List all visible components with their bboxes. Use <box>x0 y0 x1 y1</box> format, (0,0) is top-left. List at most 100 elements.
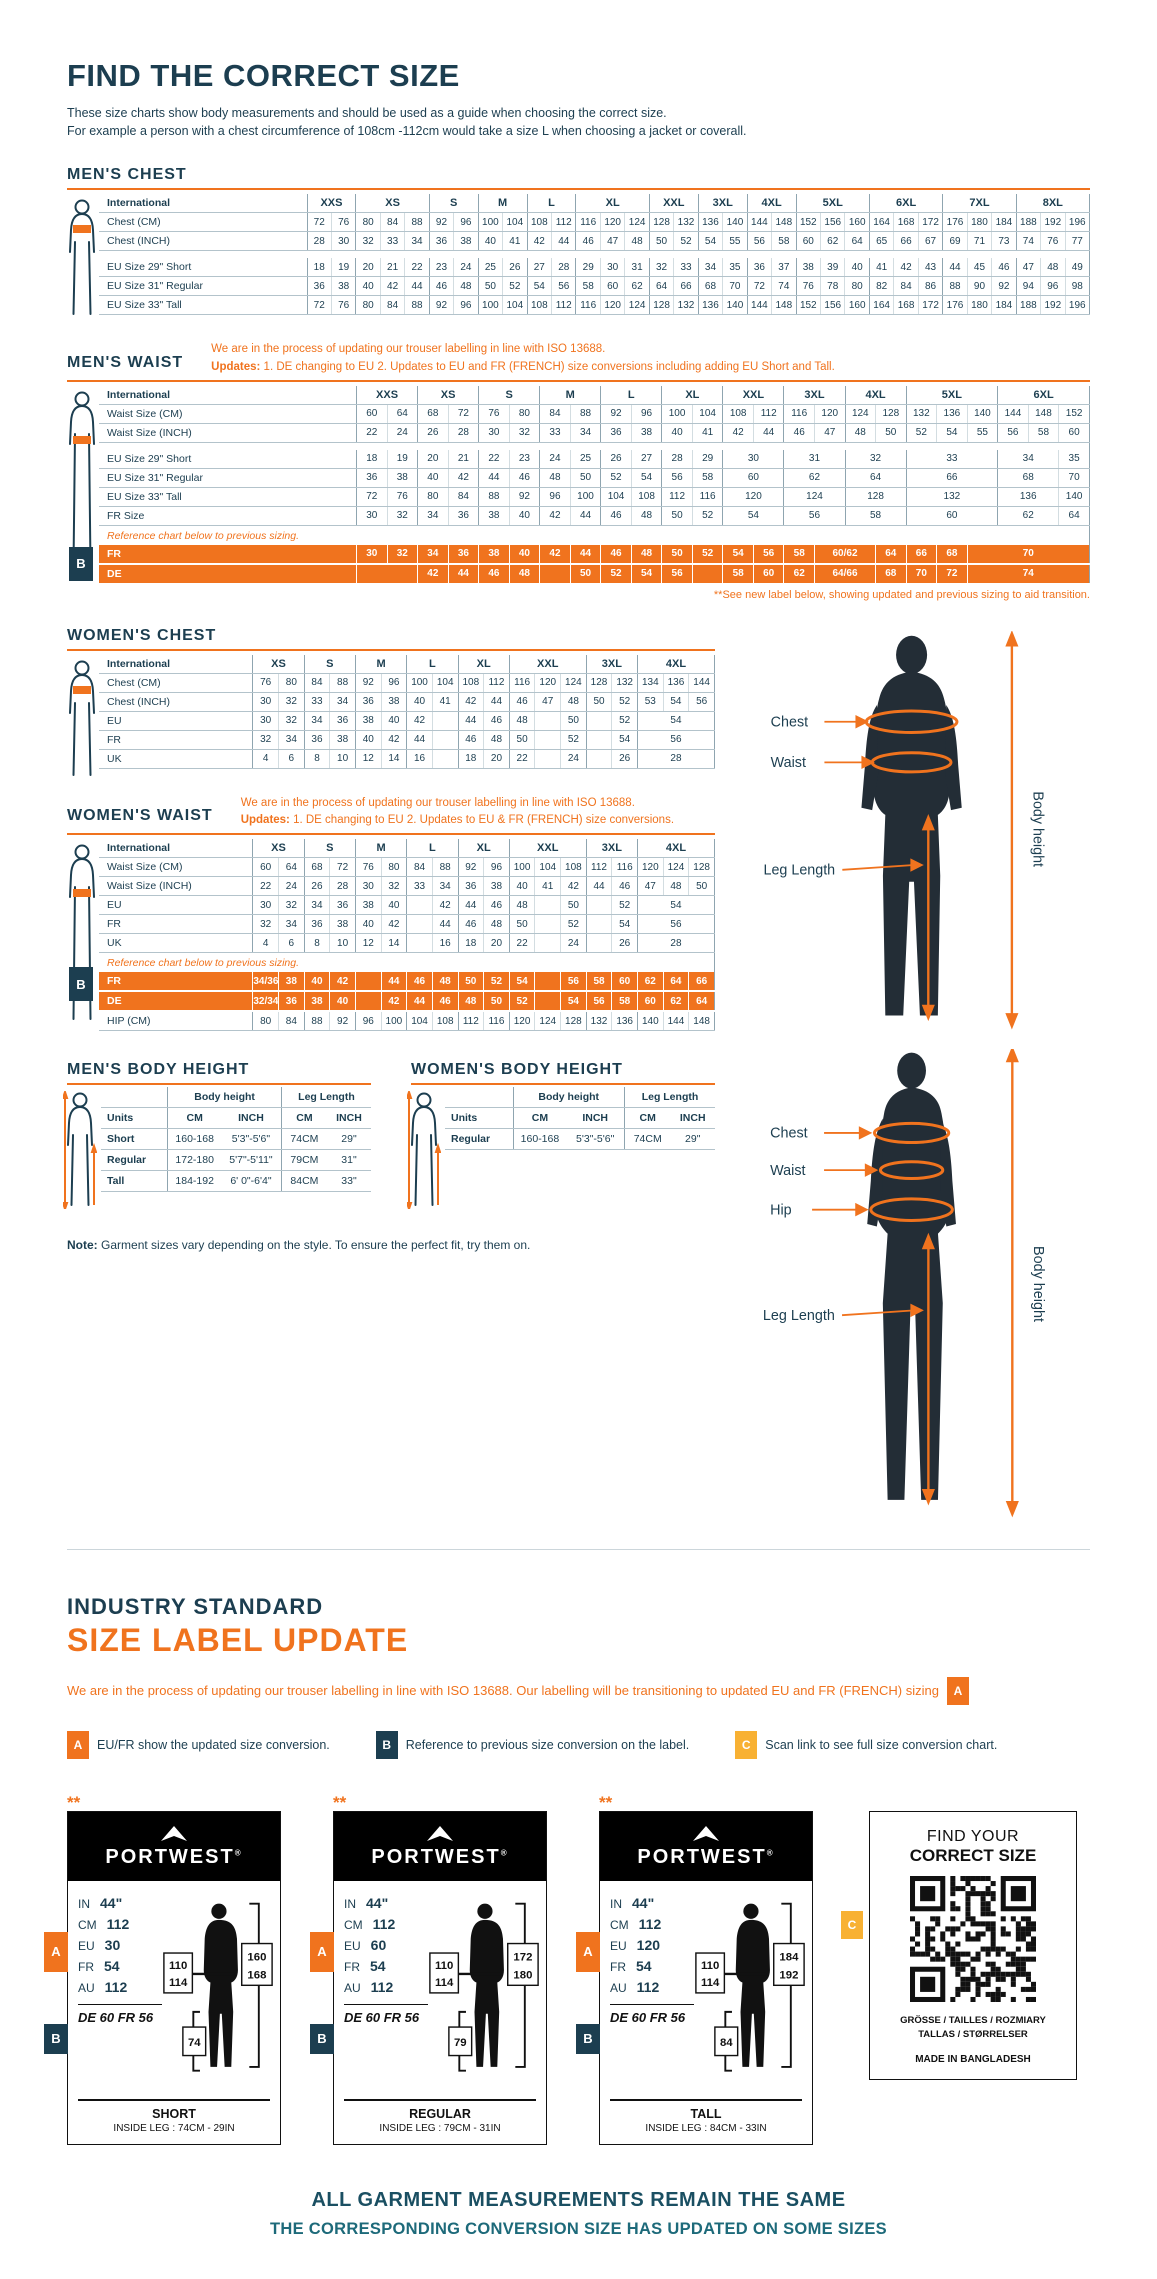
size-cell: 132 <box>673 212 699 233</box>
size-cell: 36 <box>447 544 479 565</box>
table-row: Regular 160-168 5'3"-5'6" 74CM 29" <box>445 1128 715 1151</box>
size-group-header: 5XL <box>905 385 998 405</box>
label-figure: 110 114 160 168 74 <box>163 1902 273 2072</box>
size-cell: 35 <box>1058 449 1090 469</box>
size-cell: 88 <box>478 487 510 507</box>
stars-marker: ** <box>599 1792 613 1812</box>
size-cell: 18 <box>457 933 484 954</box>
size-cell: 72 <box>936 563 968 585</box>
size-cell <box>585 933 612 954</box>
size-cell: 46 <box>600 544 632 565</box>
size-cell: 5'7"-5'11" <box>221 1149 282 1172</box>
size-cell: 45 <box>966 258 992 278</box>
size-cell: 60 <box>356 404 388 424</box>
size-cell: 28 <box>551 258 576 278</box>
row-label: HIP (CM) <box>99 1011 253 1032</box>
size-cell <box>534 895 561 916</box>
size-cell <box>585 711 612 731</box>
size-cell: 52 <box>508 991 535 1013</box>
size-cell: 128 <box>560 1011 587 1032</box>
size-cell: 50 <box>585 692 612 712</box>
size-cell: 160-168 <box>167 1128 222 1151</box>
size-cell: 50 <box>688 876 715 897</box>
table-row: Chest (CM) 76 80 84 88 92 96 100 104 108 112 116 120… <box>99 673 715 693</box>
label-size-row: EU 120 <box>610 1937 661 1954</box>
size-cell: 37 <box>771 258 797 278</box>
size-cell: 20 <box>483 933 510 954</box>
size-cell: 64 <box>844 468 907 488</box>
size-cell: 29 <box>691 449 723 469</box>
table-row: EU Size 33" Tall 72 76 80 84 88 92 96 100 104 108 1… <box>99 487 1090 507</box>
size-cell: 52 <box>600 468 632 488</box>
size-cell: 74CM <box>280 1128 327 1151</box>
male-waist-icon <box>65 390 99 575</box>
size-group-header: 4XL <box>746 194 797 214</box>
table-header-row: International XS S M L XL XXL 3XL 4XL <box>99 654 715 674</box>
size-cell: 25 <box>477 258 503 278</box>
svg-text:110: 110 <box>435 1960 453 1972</box>
legend-item-b: B Reference to previous size conversion … <box>375 1730 689 1759</box>
size-cell <box>691 563 723 585</box>
size-cell: 20 <box>417 449 449 469</box>
size-cell <box>354 972 382 993</box>
size-cell: 116 <box>483 1011 510 1032</box>
size-group-header: L <box>526 194 576 214</box>
size-cell <box>431 711 458 731</box>
units-row: Units CM INCH CM INCH <box>101 1107 371 1130</box>
size-cell: 38 <box>354 895 382 916</box>
size-cell: 72 <box>329 857 356 878</box>
size-cell: 66 <box>905 468 998 488</box>
size-cell: 54 <box>722 506 784 526</box>
size-cell: 48 <box>1040 258 1066 278</box>
size-cell: 108 <box>560 857 587 878</box>
size-cell: 38 <box>380 692 407 712</box>
size-cell: 6 <box>278 749 305 769</box>
label-size-row: AU 112 <box>78 1979 128 1996</box>
size-group-header: 3XL <box>585 839 638 859</box>
size-cell: 48 <box>457 991 484 1013</box>
size-cell: 76 <box>478 404 510 424</box>
size-label-update-section: INDUSTRY STANDARD SIZE LABEL UPDATE We a… <box>44 1548 1090 2239</box>
size-cell: 88 <box>329 673 356 693</box>
size-cell: 168 <box>893 212 919 233</box>
size-cell: 22 <box>252 876 279 897</box>
size-cell: 50 <box>560 711 587 731</box>
size-cell: 52 <box>673 231 699 252</box>
size-cell: 38 <box>795 258 821 278</box>
size-cell: 29" <box>326 1128 371 1151</box>
svg-text:160: 160 <box>247 1951 266 1963</box>
previous-sizing: DE 60 FR 56 <box>78 2003 162 2025</box>
size-cell: 36 <box>600 423 632 443</box>
section-title: MEN'S BODY HEIGHT <box>67 1061 250 1079</box>
size-cell: 90 <box>966 276 992 297</box>
size-cell: 40 <box>844 258 870 278</box>
svg-text:168: 168 <box>247 1969 266 1981</box>
size-cell: 156 <box>820 212 845 233</box>
size-cell <box>534 991 561 1013</box>
size-cell: 56 <box>688 692 715 712</box>
brand-name: PORTWEST® <box>105 1845 243 1868</box>
size-cell: 44 <box>457 711 484 731</box>
waist-label: Waist <box>770 755 805 771</box>
size-cell: 96 <box>453 212 479 233</box>
size-cell: 128 <box>844 487 907 507</box>
size-cell: 52 <box>905 423 937 443</box>
size-cell <box>585 914 612 935</box>
size-cell: 96 <box>354 1011 382 1032</box>
size-cell: 41 <box>691 423 723 443</box>
size-cell: 56 <box>636 914 715 935</box>
size-cell: 32 <box>252 914 279 935</box>
size-cell: 180 <box>966 295 992 316</box>
male-height-icon <box>61 1089 98 1214</box>
size-group-header: S <box>478 385 540 405</box>
size-cell: 42 <box>539 506 571 526</box>
page-title: FIND THE CORRECT SIZE <box>67 58 460 93</box>
size-cell: 44 <box>457 895 484 916</box>
size-cell: 62 <box>783 563 815 585</box>
size-cell: 53 <box>636 692 664 712</box>
size-cell: 148 <box>1027 404 1059 424</box>
label-size-row: FR 54 <box>78 1958 120 1975</box>
size-cell: 38 <box>478 506 510 526</box>
size-cell: 18 <box>306 258 332 278</box>
row-label: FR <box>99 730 253 750</box>
